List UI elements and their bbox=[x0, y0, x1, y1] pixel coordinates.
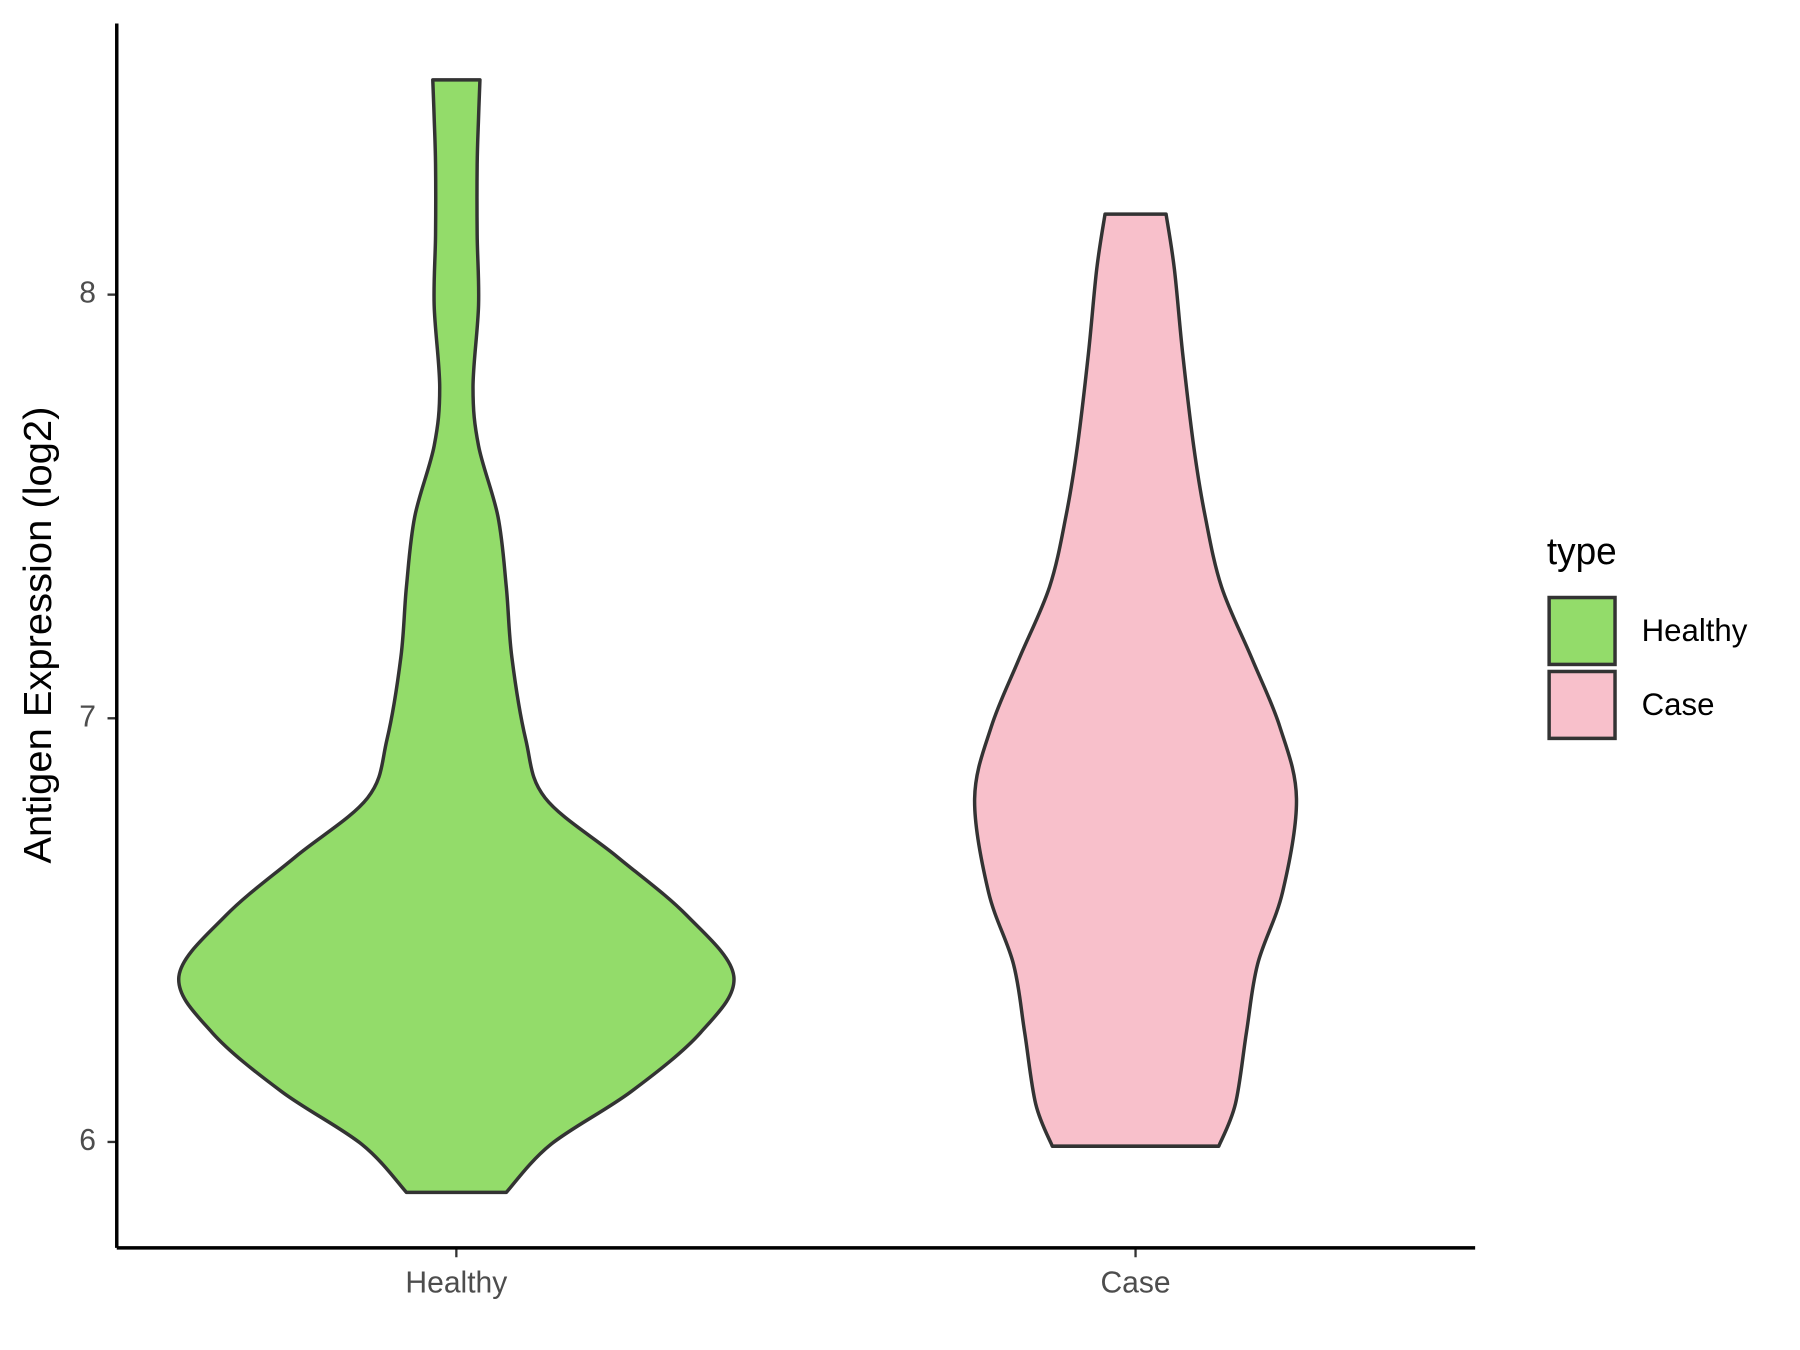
y-axis-title: Antigen Expression (log2) bbox=[16, 407, 60, 864]
x-tick-label: Case bbox=[1100, 1266, 1170, 1299]
legend-swatch bbox=[1547, 595, 1617, 667]
legend-title: type bbox=[1547, 530, 1617, 572]
y-tick-label: 6 bbox=[79, 1124, 96, 1157]
x-tick-label: Healthy bbox=[405, 1266, 508, 1299]
y-tick-label: 7 bbox=[79, 700, 96, 733]
legend-swatch bbox=[1547, 669, 1617, 741]
violin bbox=[972, 212, 1299, 1148]
violin bbox=[177, 78, 736, 1195]
legend-label: Healthy bbox=[1642, 613, 1748, 648]
legend-label: Case bbox=[1642, 687, 1715, 722]
y-tick-label: 8 bbox=[79, 276, 96, 309]
